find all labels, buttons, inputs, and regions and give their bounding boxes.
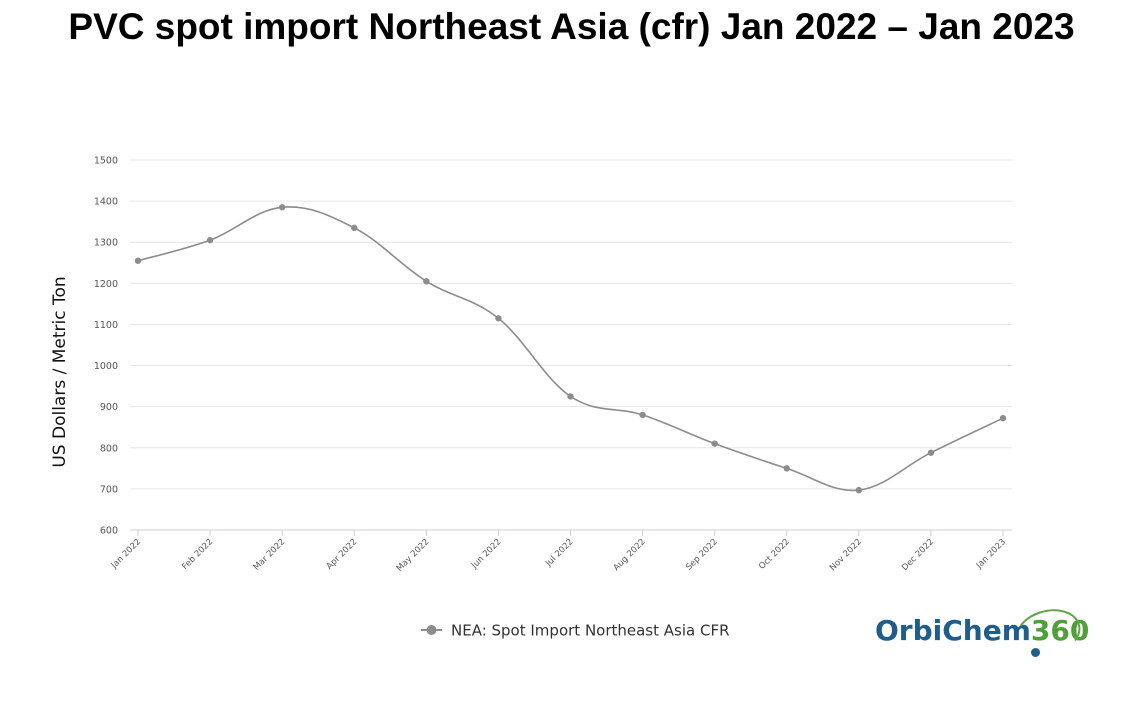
x-tick-label: Jan 2022: [109, 537, 143, 571]
y-axis-label: US Dollars / Metric Ton: [50, 276, 70, 467]
legend[interactable]: NEA: Spot Import Northeast Asia CFR: [421, 622, 730, 640]
data-point-jan-2023[interactable]: [999, 414, 1007, 422]
data-point-nov-2022[interactable]: [855, 486, 863, 494]
logo-text-suffix: 360: [1030, 614, 1090, 647]
logo-dot-icon: [1031, 648, 1040, 657]
logo-text-prefix: OrbiChem: [875, 614, 1031, 647]
x-tick-label: Nov 2022: [828, 537, 864, 573]
data-point-mar-2022[interactable]: [278, 204, 286, 211]
data-point-aug-2022[interactable]: [639, 411, 646, 419]
axes: [130, 529, 1012, 536]
x-tick-labels: Jan 2022 Feb 2022 Mar 2022 Apr 2022 May 2022…: [109, 537, 1008, 574]
x-tick-label: Sep 2022: [684, 537, 720, 573]
series-line: [134, 204, 1007, 494]
y-tick-label: 1500: [94, 156, 118, 167]
x-tick-label: Aug 2022: [612, 537, 648, 573]
data-point-jan-2022[interactable]: [134, 257, 142, 264]
y-tick-label: 700: [100, 484, 118, 495]
x-tick-label: Apr 2022: [325, 537, 360, 572]
x-tick-label: Mar 2022: [252, 537, 288, 573]
chart-title: PVC spot import Northeast Asia (cfr) Jan…: [68, 6, 1075, 47]
x-tick-label: May 2022: [395, 537, 432, 574]
y-tick-label: 1100: [94, 320, 118, 331]
y-tick-label: 800: [100, 443, 118, 454]
data-point-jul-2022[interactable]: [567, 393, 574, 400]
y-tick-label: 1300: [94, 238, 118, 249]
x-tick-label: Jan 2023: [974, 537, 1008, 571]
y-tick-label: 600: [100, 526, 118, 537]
x-tick-label: Oct 2022: [757, 537, 792, 572]
legend-marker: [426, 625, 437, 635]
data-point-may-2022[interactable]: [423, 278, 430, 285]
y-tick-labels: 600 700 800 900 1000 1100 1200 1300 1400 1500: [94, 156, 118, 537]
data-point-feb-2022[interactable]: [206, 236, 214, 244]
y-tick-label: 1000: [94, 361, 118, 372]
data-point-sep-2022[interactable]: [711, 440, 718, 447]
data-point-jun-2022[interactable]: [495, 315, 502, 322]
y-tick-label: 900: [100, 402, 118, 413]
data-point-apr-2022[interactable]: [351, 224, 358, 232]
legend-entry: NEA: Spot Import Northeast Asia CFR: [451, 622, 730, 640]
data-point-oct-2022[interactable]: [783, 465, 790, 472]
data-point-dec-2022[interactable]: [927, 449, 935, 456]
grid-lines: [130, 159, 1012, 490]
x-tick-label: Dec 2022: [900, 537, 936, 573]
x-tick-label: Feb 2022: [180, 537, 215, 572]
y-tick-label: 1200: [94, 279, 118, 290]
orbichem360-logo: OrbiChem360: [875, 602, 1090, 664]
x-tick-label: Jul 2022: [543, 537, 575, 569]
y-tick-label: 1400: [94, 197, 118, 208]
x-tick-label: Jun 2022: [469, 537, 503, 571]
